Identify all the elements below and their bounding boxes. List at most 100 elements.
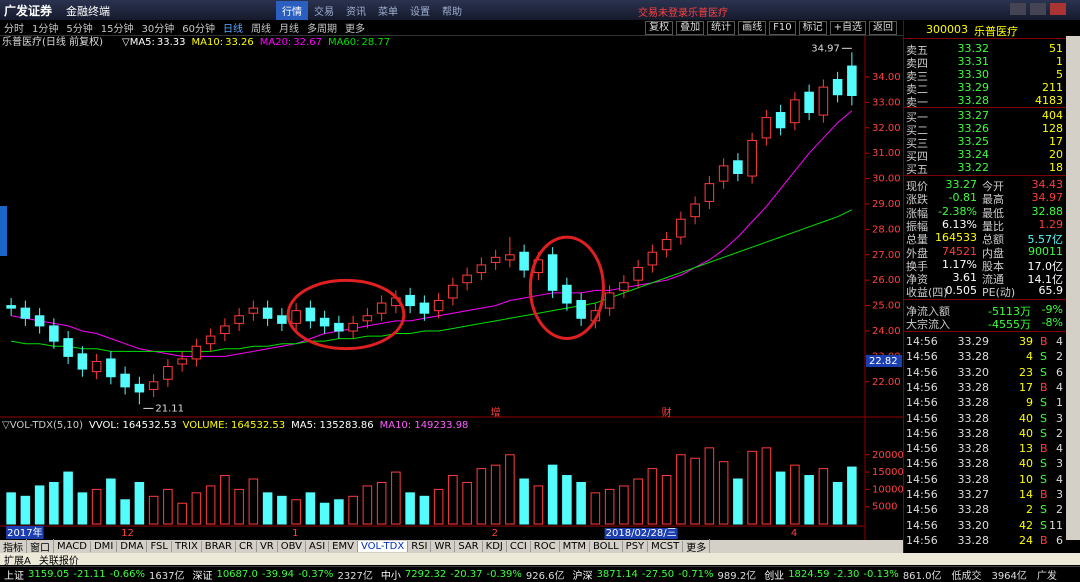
indicator-tab[interactable]: RSI [408, 541, 432, 552]
indicator-tab[interactable]: DMI [91, 541, 118, 552]
extension-tabs: 扩展A 关联报价 [0, 553, 1080, 567]
scrollbar[interactable] [1066, 36, 1080, 540]
candle-body [20, 307, 31, 319]
candle-body [376, 302, 387, 314]
annotation-label: 34.97 [811, 43, 840, 54]
indicator-tab[interactable]: WR [431, 541, 456, 552]
period-tab[interactable]: 日线 [222, 24, 243, 35]
indicator-tab[interactable]: MCST [648, 541, 684, 552]
indicator-tab[interactable]: 更多 [683, 539, 711, 554]
tool-button[interactable]: 画线 [738, 21, 767, 35]
candle-body [804, 91, 814, 114]
tool-button[interactable]: 返回 [869, 21, 897, 35]
period-tab[interactable]: 5分钟 [66, 24, 93, 35]
volume-bar [476, 468, 487, 525]
index-field: -0.37% [298, 568, 334, 580]
indicator-tab[interactable]: SAR [455, 541, 483, 552]
y-tick-label: 25.00 [872, 301, 901, 312]
index-field: 2327亿 [337, 570, 373, 582]
extension-tab[interactable]: 关联报价 [38, 555, 79, 567]
period-tab[interactable]: 15分钟 [100, 24, 134, 35]
tool-button[interactable]: 标记 [798, 21, 827, 35]
maximize[interactable] [1030, 3, 1046, 15]
volume-bar [148, 495, 159, 525]
candle-body [234, 315, 244, 324]
menu-item[interactable]: 交易 [314, 6, 334, 18]
indicator-tab[interactable]: 指标 [0, 539, 27, 554]
indicator-tab[interactable]: OBV [278, 541, 306, 552]
tick-side: B [1040, 335, 1048, 348]
volume-bar [704, 447, 715, 525]
menu-item[interactable]: 行情 [276, 0, 308, 20]
stat-label: 涨幅 [906, 206, 928, 220]
period-tab[interactable]: 30分钟 [141, 24, 175, 35]
period-tab[interactable]: 分时 [4, 24, 24, 35]
tool-button[interactable]: 复权 [645, 21, 674, 35]
indicator-tab[interactable]: KDJ [483, 541, 507, 552]
stock-name: 乐普医疗 [688, 8, 728, 19]
indicator-tab[interactable]: CR [236, 541, 257, 552]
candle-body [676, 218, 686, 238]
index-field: 1637亿 [149, 570, 185, 582]
volume-bar [362, 485, 373, 525]
book-volume: 17 [1049, 135, 1063, 148]
tool-button[interactable]: 叠加 [676, 21, 705, 35]
index-field: -2.30 [833, 568, 860, 580]
volume-bar [391, 471, 401, 525]
menu-item[interactable]: 设置 [410, 6, 430, 18]
candle-body [77, 353, 88, 370]
indicator-tab[interactable]: DMA [117, 541, 148, 552]
period-tab[interactable]: 多周期 [306, 24, 337, 35]
indicator-tab[interactable]: ASI [306, 541, 330, 552]
period-tab[interactable]: 1分钟 [32, 24, 59, 35]
candle-body [205, 335, 216, 345]
volume-header: VVOL: 164532.53 [89, 420, 177, 431]
close[interactable] [1050, 3, 1066, 15]
volume-bar [191, 492, 202, 525]
tool-button[interactable]: 统计 [707, 21, 736, 35]
indicator-tab[interactable]: FSL [147, 541, 172, 552]
indicator-tab[interactable]: VOL-TDX [357, 541, 409, 552]
period-tab[interactable]: 月线 [278, 24, 299, 35]
menu-item[interactable]: 菜单 [378, 6, 398, 18]
index-field: -0.13% [863, 568, 899, 580]
book-label: 卖五 [906, 44, 928, 57]
volume-bar [319, 502, 330, 525]
volume-bar [647, 468, 658, 525]
indicator-tab[interactable]: 窗口 [27, 539, 54, 554]
indicator-tab[interactable]: BRAR [202, 541, 236, 552]
tick-side: S [1040, 472, 1047, 486]
menu-item[interactable]: 帮助 [442, 6, 462, 18]
legend-name: MA60: [328, 37, 360, 48]
stat-value: -0.81 [948, 191, 977, 205]
indicator-tab[interactable]: CCI [507, 541, 531, 552]
side-tab[interactable] [0, 206, 7, 256]
volume-bar [690, 457, 700, 525]
menu-item[interactable]: 资讯 [346, 6, 366, 18]
login-status[interactable]: 交易未登录 [638, 8, 688, 19]
tool-button[interactable]: +自选 [829, 21, 866, 35]
volume-bar [20, 495, 31, 525]
indicator-tab[interactable]: MTM [560, 541, 590, 552]
indicator-tab[interactable]: EMV [329, 541, 358, 552]
extension-tab[interactable]: 扩展A [4, 555, 31, 567]
period-tab[interactable]: 周线 [250, 24, 271, 35]
indicator-tab[interactable]: TRIX [172, 541, 202, 552]
minimize[interactable] [1010, 3, 1026, 15]
indicator-tab[interactable]: PSY [623, 541, 649, 552]
indicator-tab[interactable]: VR [257, 541, 278, 552]
tick-price: 33.20 [957, 365, 990, 379]
indicator-tab[interactable]: BOLL [590, 541, 623, 552]
tool-button[interactable]: F10 [769, 21, 796, 35]
volume-bar [106, 478, 116, 525]
period-tab[interactable]: 60分钟 [182, 24, 215, 35]
indicator-tab[interactable]: MACD [54, 541, 91, 552]
book-price: 33.29 [957, 81, 990, 94]
book-label: 卖三 [906, 70, 928, 83]
period-tab[interactable]: 更多 [344, 24, 365, 35]
volume-bar [163, 488, 173, 525]
indicator-tab[interactable]: ROC [531, 541, 560, 552]
candle-body [148, 381, 159, 390]
volume-bar [91, 488, 102, 525]
volume-bar [348, 495, 358, 525]
